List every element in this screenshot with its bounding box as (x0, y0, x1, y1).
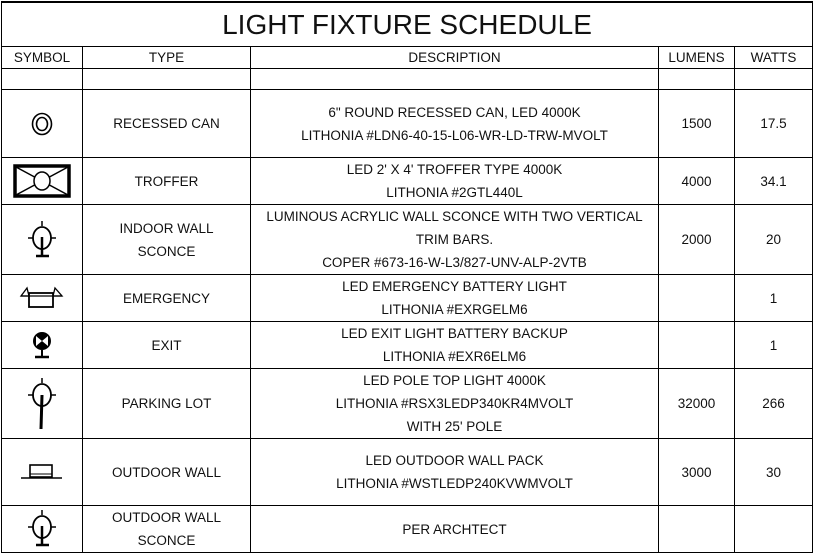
fixture-row: OUTDOOR WALL LED OUTDOOR WALL PACK LITHONI… (1, 438, 813, 506)
lumens-cell (658, 321, 735, 369)
description-line: PER ARCHTECT (402, 521, 507, 537)
description-line: LITHONIA #EXRGELM6 (381, 302, 528, 317)
description-cell: LED OUTDOOR WALL PACK LITHONIA #WSTLEDP24… (250, 438, 659, 506)
fixture-row: OUTDOOR WALL SCONCE PER ARCHTECT (1, 505, 813, 553)
header-description: DESCRIPTION (250, 46, 659, 69)
lumens-cell: 1500 (658, 89, 735, 158)
description-line: LITHONIA #RSX3LEDP340KR4MVOLT (335, 396, 574, 411)
symbol-cell (1, 204, 83, 275)
type-line: SCONCE (137, 243, 196, 259)
emergency-light-icon (2, 285, 82, 311)
type-cell: PARKING LOT (82, 368, 251, 439)
lumens-cell: 3000 (658, 438, 735, 506)
type-line: INDOOR WALL (119, 220, 214, 236)
lumens-cell: 32000 (658, 368, 735, 439)
symbol-cell (1, 89, 83, 158)
fixture-row: EXIT LED EXIT LIGHT BATTERY BACKUP LITHONI… (1, 321, 813, 369)
description-line: LED EXIT LIGHT BATTERY BACKUP (341, 326, 568, 341)
type-cell: EMERGENCY (82, 274, 251, 322)
watts-cell: 1 (734, 274, 813, 322)
description-line: LITHONIA #WSTLEDP240KVWMVOLT (336, 476, 573, 491)
header-symbol: SYMBOL (1, 46, 83, 69)
exit-sign-icon (2, 330, 82, 360)
lumens-cell (658, 505, 735, 553)
description-line: WITH 25' POLE (406, 419, 503, 434)
type-cell: TROFFER (82, 157, 251, 205)
type-cell: RECESSED CAN (82, 89, 251, 158)
type-line: EXIT (151, 337, 182, 353)
symbol-cell (1, 157, 83, 205)
description-cell: LED EXIT LIGHT BATTERY BACKUP LITHONIA #E… (250, 321, 659, 369)
description-cell: PER ARCHTECT (250, 505, 659, 553)
header-lumens: LUMENS (658, 46, 735, 69)
description-line: LED 2' X 4' TROFFER TYPE 4000K (346, 162, 563, 177)
watts-cell: 266 (734, 368, 813, 439)
symbol-cell (1, 321, 83, 369)
header-row: SYMBOL TYPE DESCRIPTION LUMENS WATTS (1, 46, 813, 69)
lumens-cell: 2000 (658, 204, 735, 275)
fixture-row: INDOOR WALL SCONCE LUMINOUS ACRYLIC WALL S… (1, 204, 813, 275)
description-cell: 6" ROUND RECESSED CAN, LED 4000K LITHONIA… (250, 89, 659, 158)
watts-cell (734, 505, 813, 553)
lumens-cell (658, 274, 735, 322)
description-line: LUMINOUS ACRYLIC WALL SCONCE WITH TWO VE… (266, 209, 643, 224)
description-line: COPER #673-16-W-L3/827-UNV-ALP-2VTB (322, 255, 587, 270)
fixture-row: PARKING LOT LED POLE TOP LIGHT 4000K LITHO… (1, 368, 813, 439)
description-cell: LED POLE TOP LIGHT 4000K LITHONIA #RSX3LE… (250, 368, 659, 439)
description-line: LITHONIA #2GTL440L (386, 185, 523, 200)
watts-cell: 30 (734, 438, 813, 506)
troffer-icon (2, 164, 82, 198)
watts-cell: 20 (734, 204, 813, 275)
type-line: SCONCE (137, 533, 196, 548)
wall-sconce-icon (2, 509, 82, 549)
fixture-row: TROFFER LED 2' X 4' TROFFER TYPE 4000K LIT… (1, 157, 813, 205)
description-line: LED OUTDOOR WALL PACK (365, 453, 544, 468)
description-line: TRIM BARS. (415, 232, 494, 247)
type-line: EMERGENCY (122, 290, 210, 306)
recessed-can-icon (2, 111, 82, 137)
type-line: RECESSED CAN (113, 116, 220, 131)
blank-row (1, 68, 813, 90)
description-cell: LED 2' X 4' TROFFER TYPE 4000K LITHONIA #… (250, 157, 659, 205)
wall-pack-icon (2, 462, 82, 482)
type-cell: INDOOR WALL SCONCE (82, 204, 251, 275)
description-line: 6" ROUND RECESSED CAN, LED 4000K (328, 104, 581, 120)
symbol-cell (1, 274, 83, 322)
description-line: LITHONIA #LDN6-40-15-L06-WR-LD-TRW-MVOLT (301, 127, 608, 143)
type-line: PARKING LOT (121, 396, 212, 411)
type-line: OUTDOOR WALL (111, 464, 221, 480)
watts-cell: 17.5 (734, 89, 813, 158)
watts-cell: 1 (734, 321, 813, 369)
symbol-cell (1, 438, 83, 506)
type-cell: EXIT (82, 321, 251, 369)
pole-light-icon (2, 377, 82, 431)
lumens-cell: 4000 (658, 157, 735, 205)
description-cell: LUMINOUS ACRYLIC WALL SCONCE WITH TWO VE… (250, 204, 659, 275)
symbol-cell (1, 505, 83, 553)
schedule-title: LIGHT FIXTURE SCHEDULE (1, 1, 813, 47)
watts-cell: 34.1 (734, 157, 813, 205)
type-cell: OUTDOOR WALL (82, 438, 251, 506)
header-type: TYPE (82, 46, 251, 69)
type-line: TROFFER (134, 173, 199, 189)
type-line: OUTDOOR WALL (111, 510, 221, 525)
symbol-cell (1, 368, 83, 439)
wall-sconce-icon (2, 220, 82, 260)
description-line: LED POLE TOP LIGHT 4000K (363, 373, 546, 388)
type-cell: OUTDOOR WALL SCONCE (82, 505, 251, 553)
fixture-row: EMERGENCY LED EMERGENCY BATTERY LIGHT LITH… (1, 274, 813, 322)
description-cell: LED EMERGENCY BATTERY LIGHT LITHONIA #EXR… (250, 274, 659, 322)
description-line: LITHONIA #EXR6ELM6 (382, 349, 527, 364)
description-line: LED EMERGENCY BATTERY LIGHT (342, 279, 567, 294)
fixture-row: RECESSED CAN 6" ROUND RECESSED CAN, LED 4… (1, 89, 813, 158)
header-watts: WATTS (734, 46, 813, 69)
